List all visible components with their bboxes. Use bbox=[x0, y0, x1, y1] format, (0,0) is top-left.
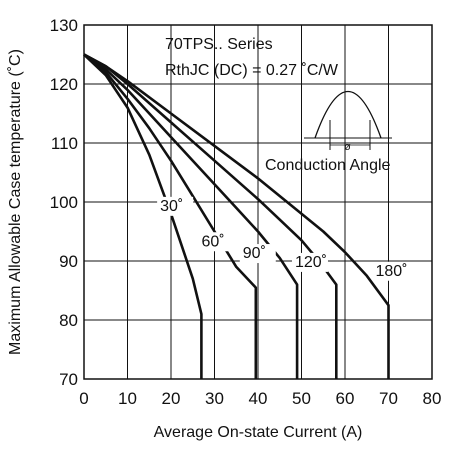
series-label-bg bbox=[291, 252, 328, 272]
series-label-bg bbox=[239, 244, 276, 264]
x-tick-label: 40 bbox=[249, 389, 268, 408]
y-tick-label: 100 bbox=[50, 193, 78, 212]
annotation-series-name: 70TPS.. Series bbox=[165, 36, 273, 53]
x-tick-label: 60 bbox=[336, 389, 355, 408]
y-tick-labels: 70 80 90 100 110 120 130 bbox=[50, 16, 78, 389]
y-axis-title: Maximum Allowable Case temperature (˚C) bbox=[7, 49, 24, 355]
y-tick-label: 130 bbox=[50, 16, 78, 35]
series-label: 30˚ bbox=[160, 198, 183, 215]
y-tick-label: 110 bbox=[51, 134, 78, 153]
annotation-rthjc: RthJC (DC) = 0.27 ˚C/W bbox=[165, 62, 339, 79]
x-tick-label: 20 bbox=[162, 389, 181, 408]
x-tick-label: 10 bbox=[118, 389, 137, 408]
y-tick-label: 120 bbox=[50, 75, 78, 94]
series-line bbox=[83, 53, 258, 379]
series-label-bg bbox=[372, 261, 409, 281]
series-label: 90˚ bbox=[243, 245, 266, 262]
series-label: 120˚ bbox=[295, 254, 327, 271]
conduction-angle-inset: ø Conduction Angle bbox=[265, 91, 392, 174]
series-label-bg bbox=[157, 196, 194, 216]
x-tick-label: 70 bbox=[379, 389, 398, 408]
x-axis-title: Average On-state Current (A) bbox=[154, 424, 363, 441]
y-tick-label: 80 bbox=[59, 311, 78, 330]
x-tick-label: 50 bbox=[292, 389, 311, 408]
inset-phi-symbol: ø bbox=[344, 141, 351, 153]
inset-conduction-angle-label: Conduction Angle bbox=[265, 157, 391, 174]
x-tick-labels: 0 10 20 30 40 50 60 70 80 bbox=[79, 389, 441, 408]
series-line bbox=[83, 53, 299, 379]
y-tick-label: 70 bbox=[59, 370, 78, 389]
y-tick-label: 90 bbox=[59, 252, 78, 271]
series-label: 180˚ bbox=[375, 263, 407, 280]
inset-sine-half-wave bbox=[314, 91, 382, 139]
series-label-bg bbox=[198, 232, 235, 252]
series-curves bbox=[83, 53, 390, 379]
x-tick-label: 0 bbox=[79, 389, 88, 408]
series-line bbox=[83, 53, 390, 379]
series-line bbox=[83, 53, 203, 379]
series-line bbox=[83, 53, 338, 379]
x-tick-label: 80 bbox=[423, 389, 442, 408]
series-labels: 30˚ 60˚ 90˚ 120˚ 180˚ bbox=[157, 196, 409, 281]
series-label: 60˚ bbox=[201, 233, 224, 250]
plot-frame bbox=[83, 24, 433, 380]
x-tick-label: 30 bbox=[205, 389, 224, 408]
